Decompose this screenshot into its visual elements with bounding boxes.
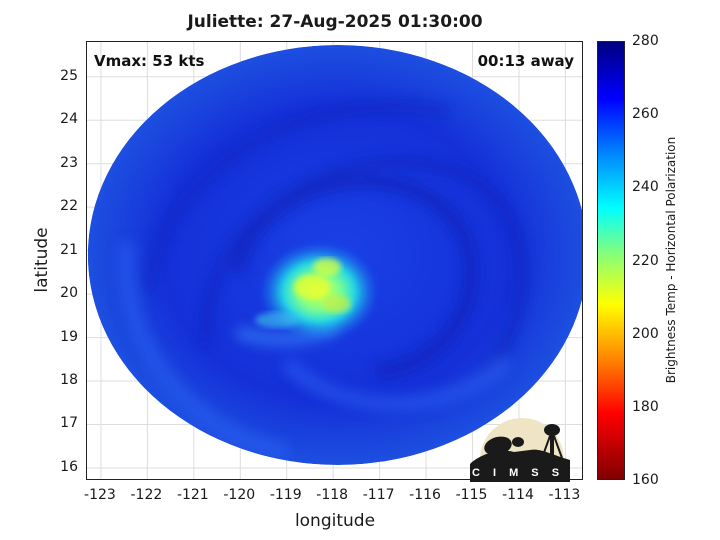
x-tick-label: -123: [84, 487, 116, 503]
rain-bands: [117, 100, 528, 461]
x-tick-label: -115: [455, 487, 488, 503]
colorbar-tick-label: 260: [632, 106, 659, 123]
colorbar-tick-label: 240: [632, 179, 659, 196]
y-tick-label: 25: [60, 67, 78, 84]
y-tick-label: 22: [60, 198, 78, 215]
vmax-label: Vmax: 53 kts: [94, 52, 205, 70]
brightness-temperature-swath: [87, 42, 582, 479]
colorbar-tick-label: 220: [632, 252, 659, 269]
x-tick-label: -122: [130, 487, 163, 503]
x-tick-label: -116: [409, 487, 441, 503]
y-tick-label: 17: [60, 415, 78, 432]
colorbar: [597, 41, 625, 480]
x-tick-label: -121: [176, 487, 209, 503]
x-tick-label: -113: [548, 487, 581, 503]
colorbar-tick-label: 180: [632, 398, 659, 415]
x-tick-label: -118: [316, 487, 349, 503]
y-tick-label: 20: [60, 285, 78, 302]
colorbar-tick-label: 200: [632, 325, 659, 342]
cimss-logo: C I M S S: [470, 418, 570, 482]
x-axis-label: longitude: [294, 511, 376, 531]
y-tick-label: 16: [60, 458, 78, 475]
y-tick-label: 23: [60, 154, 78, 171]
x-tick-label: -120: [223, 487, 256, 503]
y-tick-label: 19: [60, 328, 78, 345]
chart-title: Juliette: 27-Aug-2025 01:30:00: [187, 12, 483, 32]
y-axis-label: latitude: [32, 227, 52, 293]
y-tick-label: 21: [60, 241, 78, 258]
colorbar-label: Brightness Temp - Horizontal Polarizatio…: [664, 136, 678, 384]
colorbar-tick-label: 160: [632, 472, 659, 488]
x-tick-label: -119: [269, 487, 302, 503]
y-tick-label: 18: [60, 372, 78, 389]
colorbar-tick-label: 280: [632, 33, 659, 49]
x-tick-label: -114: [502, 487, 534, 503]
y-tick-label: 24: [60, 111, 78, 128]
svg-text:C I M S S: C I M S S: [472, 467, 564, 479]
time-away-label: 00:13 away: [477, 52, 574, 70]
x-tick-label: -117: [362, 487, 395, 503]
map-plot-area: [86, 41, 583, 480]
